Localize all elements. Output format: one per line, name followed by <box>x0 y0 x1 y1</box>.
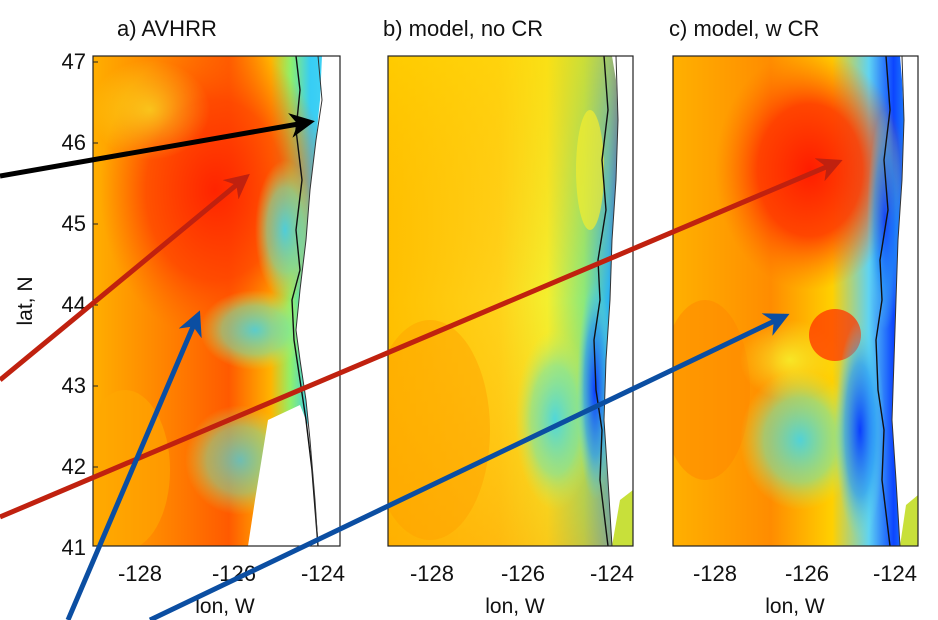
panel-b-title: b) model, no CR <box>383 16 543 41</box>
panel-a-x-axis: -128 -126 -124 lon, W <box>118 561 345 618</box>
panel-c-frame <box>672 55 919 547</box>
x-axis-label: lon, W <box>485 595 545 618</box>
x-tick-label: -128 <box>693 561 737 586</box>
x-tick-label: -128 <box>118 561 162 586</box>
panel-b-x-axis: -128 -126 -124 lon, W <box>410 561 634 618</box>
y-tick-label: 42 <box>62 454 86 479</box>
panel-c-x-axis: -128 -126 -124 lon, W <box>693 561 917 618</box>
y-tick-label: 43 <box>62 373 86 398</box>
panel-b-shelf-line <box>603 56 619 546</box>
panel-b-map <box>387 55 634 547</box>
panel-b-warm-offshore <box>388 320 490 540</box>
panel-a-shelf-line <box>295 56 323 546</box>
panel-a-yellow-patch <box>93 60 210 160</box>
x-tick-label: -124 <box>873 561 917 586</box>
panel-b-upwelling <box>577 280 613 500</box>
x-axis-label: lon, W <box>195 595 255 618</box>
y-axis-label: lat, N <box>14 276 37 325</box>
panel-b-cold-tongue <box>515 330 595 510</box>
panel-c-warm-offshore <box>673 300 750 480</box>
panel-b-frame <box>387 55 634 547</box>
x-tick-label: -128 <box>410 561 454 586</box>
panel-b-land-patch <box>612 490 633 546</box>
y-tick-label: 46 <box>62 130 86 155</box>
y-tick-label: 45 <box>62 211 86 236</box>
x-tick-label: -124 <box>301 561 345 586</box>
panel-c-cold-region <box>740 370 860 510</box>
panel-c-upwelling <box>835 320 885 540</box>
panel-b-coastline <box>593 56 609 546</box>
x-tick-label: -124 <box>590 561 634 586</box>
panel-c-coastal-cold <box>867 110 903 330</box>
x-axis-label: lon, W <box>765 595 825 618</box>
panel-c-land-patch <box>900 495 918 546</box>
panel-c-coastline <box>875 56 891 546</box>
annotation-arrows <box>0 113 843 620</box>
arrow-blue-c <box>148 313 790 620</box>
arrow-red-a <box>0 173 250 382</box>
y-tick-label: 41 <box>62 535 86 560</box>
arrow-black <box>0 113 315 179</box>
panel-a-land <box>296 56 340 546</box>
x-tick-label: -126 <box>785 561 829 586</box>
panel-a-title: a) AVHRR <box>117 16 217 41</box>
panel-b-land <box>604 56 633 546</box>
panel-a-map <box>92 55 341 547</box>
y-axis: 47 46 45 44 43 42 41 lat, N <box>14 49 98 560</box>
header-background <box>0 0 938 44</box>
panel-c-land <box>892 56 918 546</box>
panel-b-coastal-yellow <box>576 110 604 230</box>
panel-c-map <box>672 55 919 547</box>
x-tick-label: -126 <box>501 561 545 586</box>
panel-c-shelf-line <box>891 56 905 546</box>
panel-a-cold-filament <box>200 290 310 370</box>
y-tick-label: 47 <box>62 49 86 74</box>
panel-a-missing-data <box>248 405 318 546</box>
arrow-blue-a <box>65 310 202 620</box>
panel-c-title: c) model, w CR <box>669 16 819 41</box>
